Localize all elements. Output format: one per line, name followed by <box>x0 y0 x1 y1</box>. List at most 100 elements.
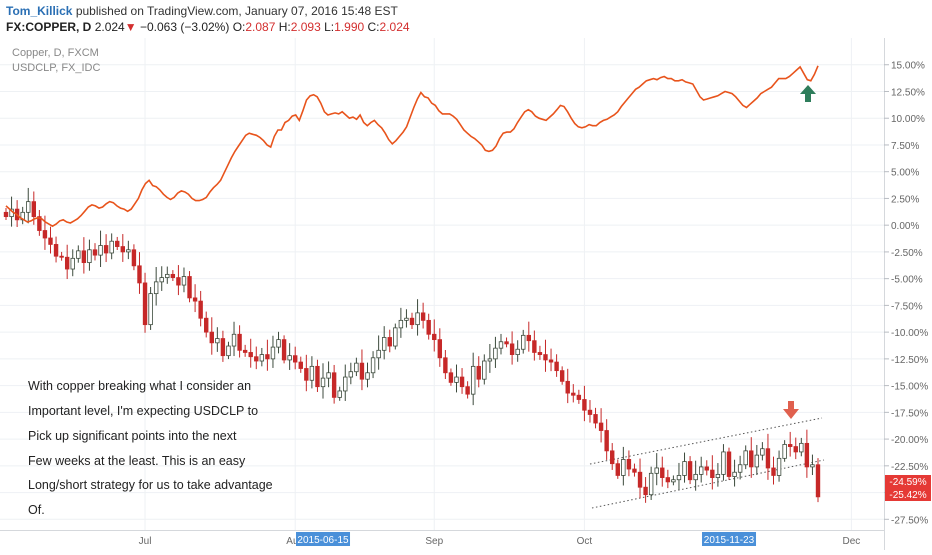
candle-body <box>59 255 64 258</box>
candle-body <box>331 372 337 398</box>
annotation-line: With copper breaking what I consider an <box>28 379 251 393</box>
price-value: 2.024 <box>94 20 125 34</box>
annotation-line: Long/short strategy for us to take advan… <box>28 478 273 492</box>
candle-body <box>526 334 531 342</box>
candle-body <box>621 459 626 476</box>
y-tick-label: -5.00% <box>891 275 923 286</box>
candle-body <box>181 276 187 286</box>
copper-candles <box>3 187 821 503</box>
candle-body <box>448 372 454 383</box>
candle-body <box>676 475 682 481</box>
usdclp-series-line <box>5 65 819 228</box>
grid <box>0 38 884 530</box>
last-value-text: -24.59% <box>889 477 926 488</box>
published-text: published on TradingView.com, January 07… <box>75 4 398 18</box>
ohlc-line: FX:COPPER, D 2.024▼ −0.063 (−3.02%) O:2.… <box>6 20 410 34</box>
candle-body <box>165 273 170 278</box>
candle-body <box>732 471 737 477</box>
candle-body <box>615 463 620 476</box>
candle-body <box>126 249 131 253</box>
candle-body <box>76 250 81 259</box>
y-tick-label: 7.50% <box>891 141 919 152</box>
candle-body <box>192 297 198 302</box>
candle-body <box>365 372 370 380</box>
candle-body <box>120 246 125 253</box>
candle-body <box>48 237 53 245</box>
candle-body <box>153 281 159 295</box>
y-tick-label: -17.50% <box>891 408 928 419</box>
candle-body <box>693 473 698 481</box>
candle-body <box>404 317 409 321</box>
candle-body <box>598 422 604 431</box>
y-tick-label: -20.00% <box>891 435 928 446</box>
candle-body <box>643 486 648 496</box>
candle-body <box>743 450 748 466</box>
candle-body <box>498 341 504 349</box>
x-axis: JulAugSepOctDec2016 <box>139 536 861 547</box>
candle-body <box>754 454 760 468</box>
candle-body <box>237 333 242 351</box>
candle-body <box>348 371 354 378</box>
candle-body <box>648 472 654 496</box>
y-axis: 15.00% 12.50% 10.00% 7.50% 5.00% 2.50% 0.00% -2… <box>884 61 928 526</box>
candle-body <box>715 473 721 478</box>
candle-body <box>687 461 693 481</box>
candle-body <box>459 376 465 388</box>
candle-body <box>721 451 726 475</box>
candle-body <box>671 479 676 483</box>
candle-body <box>726 451 732 477</box>
candle-body <box>226 345 231 357</box>
annotation-line: Few weeks at the least. This is an easy <box>28 454 246 468</box>
candle-body <box>604 430 609 452</box>
publish-line: Tom_Killick published on TradingView.com… <box>6 4 398 18</box>
annotation-line: Pick up significant points into the next <box>28 429 237 443</box>
x-tick-label: Sep <box>425 536 443 547</box>
candle-body <box>53 244 59 257</box>
high-label: H: <box>278 20 291 34</box>
candle-body <box>26 201 31 213</box>
high-value: 2.093 <box>290 20 321 34</box>
candle-body <box>98 245 103 256</box>
y-tick-label: 0.00% <box>891 221 919 232</box>
candle-body <box>771 467 776 476</box>
annotation-line: Important level, I'm expecting USDCLP to <box>28 404 258 418</box>
candle-body <box>804 442 810 468</box>
price-chart[interactable]: 15.00% 12.50% 10.00% 7.50% 5.00% 2.50% 0.00% -2… <box>0 38 932 550</box>
author-link[interactable]: Tom_Killick <box>6 4 73 18</box>
candle-body <box>465 386 470 395</box>
candle-body <box>170 273 176 278</box>
candle-body <box>87 249 92 264</box>
annotation-line: Of. <box>28 503 45 517</box>
date-highlights: 2015-06-15 2015-11-23 <box>296 532 757 546</box>
low-label: L: <box>324 20 335 34</box>
candle-body <box>281 339 287 361</box>
candle-body <box>370 357 376 374</box>
candle-body <box>415 312 420 326</box>
y-tick-label: 10.00% <box>891 114 925 125</box>
candle-body <box>293 355 298 363</box>
open-label: O: <box>232 20 246 34</box>
candle-body <box>248 352 253 358</box>
x-tick-label: Jul <box>139 536 152 547</box>
candle-body <box>699 466 704 475</box>
candle-body <box>343 376 348 392</box>
candle-body <box>543 354 548 361</box>
y-tick-label: -2.50% <box>891 248 923 259</box>
candle-body <box>37 216 42 231</box>
candle-body <box>70 257 75 270</box>
candle-body <box>548 359 554 363</box>
candle-body <box>443 357 448 374</box>
x-tick-label: Dec <box>842 536 860 547</box>
candle-body <box>626 459 632 470</box>
low-value: 1.990 <box>334 20 365 34</box>
candle-body <box>176 277 181 286</box>
candle-body <box>337 390 342 398</box>
candle-body <box>470 365 476 395</box>
candle-body <box>31 201 37 218</box>
x-tick-label: Aug <box>286 536 304 547</box>
y-tick-label: -22.50% <box>891 462 928 473</box>
candle-body <box>131 249 137 267</box>
candle-body <box>810 464 815 468</box>
candle-body <box>515 348 520 355</box>
candle-body <box>432 333 437 341</box>
